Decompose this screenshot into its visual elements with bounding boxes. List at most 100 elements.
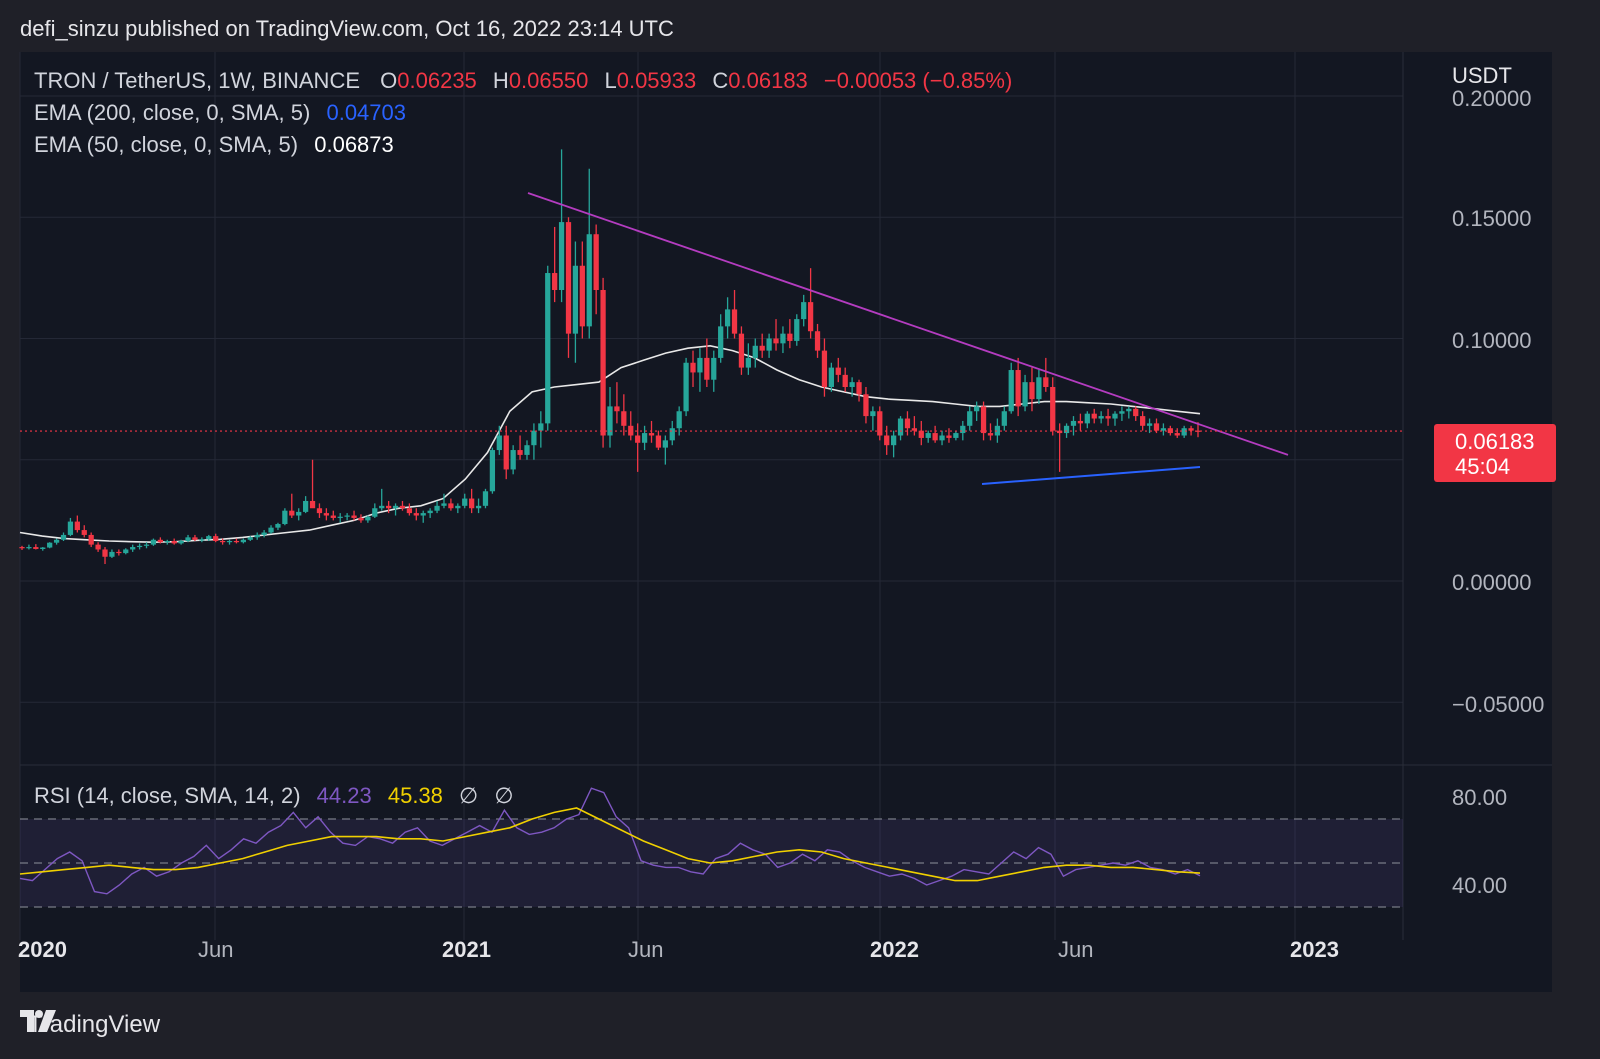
candle (199, 537, 205, 543)
price-tick-0.15: 0.15000 (1452, 206, 1532, 231)
candle (814, 323, 821, 358)
candle-body (1146, 423, 1153, 426)
candle (19, 545, 25, 550)
candle (386, 500, 392, 514)
price-tick-0.10: 0.10000 (1452, 328, 1532, 353)
candle (724, 297, 731, 339)
candle-body (351, 515, 357, 518)
candle (697, 348, 703, 392)
candle (1140, 411, 1146, 431)
candle (932, 425, 938, 443)
candle-body (81, 530, 87, 535)
legend-ema200-label: EMA (200, close, 0, SMA, 5) (34, 100, 310, 125)
candle (469, 488, 475, 514)
candle-body (780, 333, 786, 344)
candle-body (697, 357, 703, 373)
candle-body (960, 425, 966, 434)
candle (711, 350, 717, 392)
candle (213, 533, 219, 543)
candle (427, 508, 433, 518)
candle-body (344, 515, 350, 517)
legend-rsi-line[interactable]: RSI (14, close, SMA, 14, 2) 44.23 45.38 … (34, 783, 514, 808)
candle (787, 319, 793, 349)
candle-body (1174, 433, 1180, 436)
candle-body (690, 362, 696, 373)
candle-body (330, 515, 336, 518)
candle (143, 542, 150, 549)
candle (759, 333, 765, 358)
candle (1050, 377, 1056, 436)
candle (323, 508, 330, 521)
rsi-line (19, 787, 1201, 895)
candle (413, 508, 419, 521)
legend-h-value: 0.06550 (509, 68, 589, 93)
candle (807, 268, 814, 339)
price-badge-countdown: 45:04 (1455, 454, 1510, 479)
candle (1091, 408, 1097, 424)
candle (690, 350, 696, 387)
legend-symbol-line[interactable]: TRON / TetherUS, 1W, BINANCE O0.06235 H0… (34, 68, 1012, 93)
candle-body (261, 532, 267, 535)
candle (275, 522, 281, 531)
candle (946, 428, 952, 443)
candle (289, 493, 295, 518)
candle (462, 493, 468, 509)
candle (1070, 416, 1077, 436)
candle-body (884, 435, 890, 446)
candle-body (925, 433, 931, 438)
candle (171, 538, 177, 545)
price-badge: 0.06183 45:04 (1434, 424, 1556, 482)
candle-body (849, 382, 855, 387)
candle (890, 430, 897, 458)
candle-body (593, 234, 599, 290)
candle-body (600, 290, 606, 436)
candle (621, 394, 627, 436)
candle-body (413, 513, 419, 516)
candle (648, 420, 655, 443)
candle-body (635, 435, 641, 443)
candle-body (282, 510, 288, 525)
candle-body (19, 547, 25, 549)
candle-body (130, 547, 136, 550)
legend-rsi-label: RSI (14, close, SMA, 14, 2) (34, 783, 301, 808)
legend-ema50-label: EMA (50, close, 0, SMA, 5) (34, 132, 298, 157)
price-chart[interactable]: USDT 0.20000 0.15000 0.10000 0.00000 −0.… (0, 0, 1600, 1000)
candle-body (296, 511, 302, 516)
tradingview-brand[interactable]: TradingView (20, 1010, 160, 1040)
candle (150, 538, 157, 546)
candle-body (752, 345, 758, 358)
candle (219, 538, 226, 545)
candle (226, 539, 233, 545)
candle (897, 416, 904, 441)
rsi-ma-line (19, 807, 1201, 882)
legend-ema200-line[interactable]: EMA (200, close, 0, SMA, 5) 0.04703 (34, 100, 406, 125)
currency-label: USDT (1452, 63, 1512, 88)
candle-body (1195, 430, 1201, 432)
candle-body (1188, 428, 1194, 431)
time-label-2023: 2023 (1290, 937, 1339, 962)
candle-body (1126, 408, 1132, 412)
candle (455, 503, 461, 514)
candle (1174, 428, 1180, 438)
candle (358, 514, 364, 523)
candle-body (614, 406, 620, 412)
candle (102, 547, 108, 565)
candle-body (718, 326, 724, 358)
candle-body (150, 539, 157, 545)
candle-body (33, 547, 39, 549)
legend-l-label: L (604, 68, 616, 93)
candle-body (392, 505, 399, 509)
chart-frame[interactable] (20, 52, 1552, 992)
candle-body (724, 309, 731, 327)
candle (372, 503, 378, 518)
candle-body (683, 362, 689, 412)
candle-body (766, 338, 772, 351)
legend-ema50-line[interactable]: EMA (50, close, 0, SMA, 5) 0.06873 (34, 132, 394, 157)
rsi-band (20, 818, 1403, 908)
candle-body (399, 505, 406, 509)
legend-rsi-na1: ∅ (459, 783, 478, 808)
candle-body (1036, 377, 1042, 400)
candle-body (254, 534, 260, 538)
candle (718, 314, 724, 363)
candle-body (621, 411, 627, 426)
